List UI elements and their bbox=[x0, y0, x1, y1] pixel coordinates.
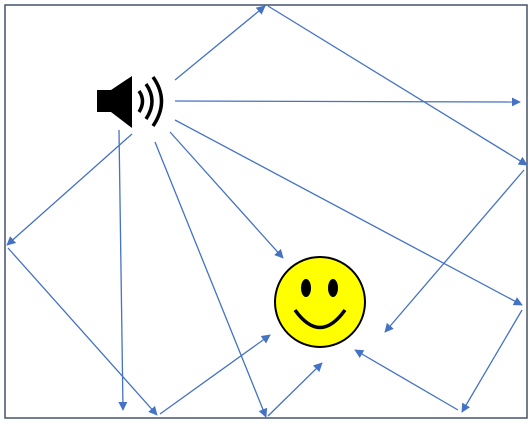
ray bbox=[154, 141, 268, 418]
speaker bbox=[97, 75, 164, 128]
speaker-cone bbox=[111, 76, 132, 128]
sound-wave bbox=[137, 89, 145, 113]
sound-wave bbox=[144, 82, 154, 120]
smiley-eye bbox=[328, 279, 338, 297]
ray bbox=[7, 247, 158, 416]
ray bbox=[118, 129, 128, 411]
rays bbox=[6, 5, 528, 418]
smiley bbox=[274, 256, 366, 348]
smiley-eye bbox=[301, 279, 311, 297]
room-wall bbox=[4, 4, 528, 419]
ray bbox=[267, 5, 528, 166]
ray bbox=[174, 5, 266, 81]
ray bbox=[267, 362, 323, 417]
sound-wave bbox=[151, 75, 164, 127]
smiley-face bbox=[274, 256, 366, 348]
ray bbox=[6, 133, 133, 246]
ray bbox=[174, 97, 521, 107]
ray bbox=[461, 309, 523, 413]
ray bbox=[159, 334, 271, 415]
ray bbox=[174, 119, 523, 306]
ray bbox=[169, 131, 284, 259]
ray bbox=[384, 169, 525, 333]
ray bbox=[354, 349, 459, 411]
smiley-mouth bbox=[293, 308, 347, 330]
speaker-body bbox=[97, 90, 111, 112]
